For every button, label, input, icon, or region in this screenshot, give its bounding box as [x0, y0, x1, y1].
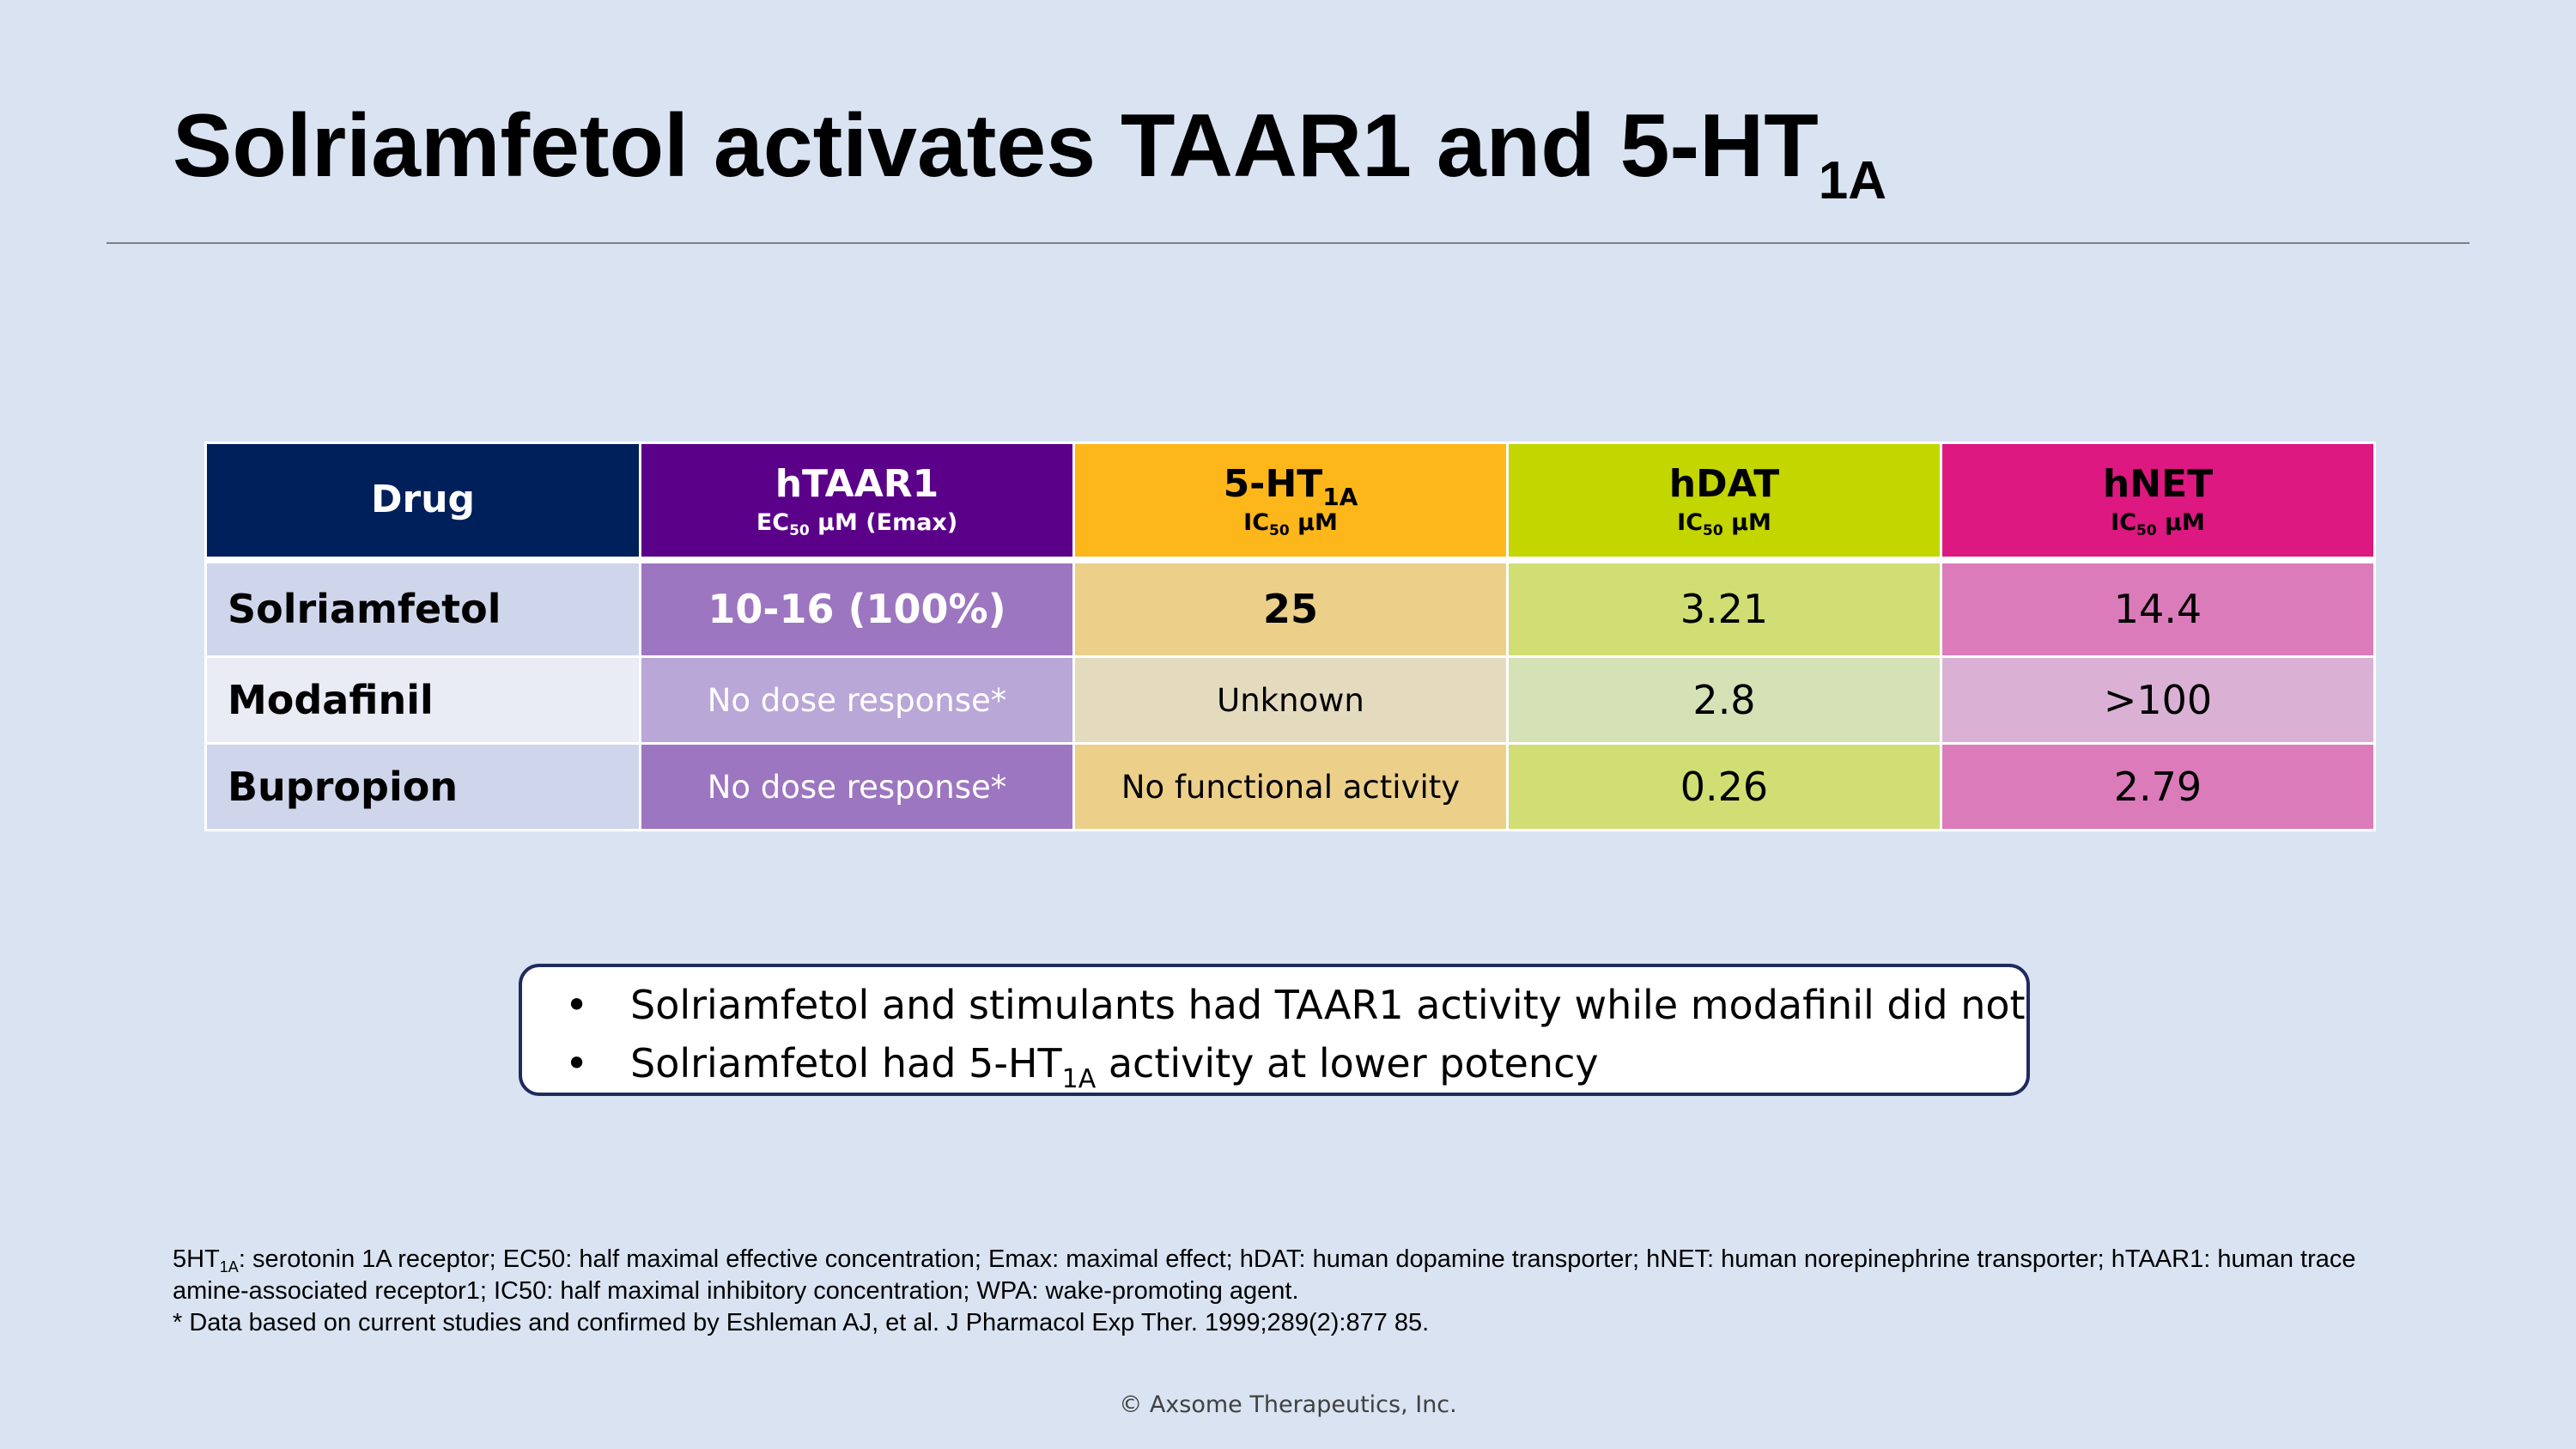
footnote-prefix: 5HT [173, 1245, 220, 1273]
cell-5ht1a: Unknown [1072, 655, 1509, 745]
unit-suffix: µM [2156, 509, 2205, 537]
column-header-unit: EC50 µM (Emax) [643, 508, 1072, 540]
slide-title-text: Solriamfetol activates TAAR1 and 5-HT [173, 96, 1819, 196]
finding-text-prefix: Solriamfetol had 5-HT [630, 1040, 1062, 1087]
unit-subscript: 50 [1703, 522, 1723, 540]
unit-subscript: 50 [2136, 522, 2157, 540]
cell-hnet: >100 [1940, 655, 2376, 745]
column-header-title: hDAT [1668, 462, 1780, 507]
cell-drug: Solriamfetol [204, 558, 641, 658]
column-header-hnet: hNET IC50 µM [1940, 441, 2376, 563]
cell-hdat: 0.26 [1506, 742, 1942, 831]
unit-prefix: IC [1677, 509, 1704, 537]
column-header-title: 5-HT1A [1077, 461, 1505, 512]
bullet-icon: • [565, 1040, 589, 1087]
key-findings-callout: • Solriamfetol and stimulants had TAAR1 … [519, 964, 2030, 1096]
cell-hnet: 14.4 [1940, 558, 2376, 658]
cell-htaar1: 10-16 (100%) [639, 558, 1075, 658]
unit-subscript: 50 [1269, 522, 1290, 540]
cell-drug: Modafinil [204, 655, 641, 745]
bullet-icon: • [565, 982, 589, 1028]
list-item: • Solriamfetol and stimulants had TAAR1 … [565, 976, 2026, 1034]
column-header-unit: IC50 µM [1077, 508, 1505, 540]
column-header-name-subscript: 1A [1322, 483, 1358, 512]
column-header-unit: IC50 µM [1510, 508, 1939, 540]
finding-text-suffix: activity at lower potency [1096, 1040, 1599, 1087]
key-findings-list: • Solriamfetol and stimulants had TAAR1 … [522, 967, 2026, 1093]
finding-text: Solriamfetol had 5-HT1A activity at lowe… [630, 1040, 1599, 1093]
finding-text: Solriamfetol and stimulants had TAAR1 ac… [630, 982, 2026, 1028]
cell-5ht1a: No functional activity [1072, 742, 1509, 831]
unit-suffix: µM [1289, 509, 1338, 537]
unit-suffix: µM [1722, 509, 1771, 537]
list-item: • Solriamfetol had 5-HT1A activity at lo… [565, 1034, 2026, 1093]
column-header-drug: Drug [204, 441, 641, 563]
column-header-unit: IC50 µM [1944, 508, 2372, 540]
table-row-modafinil: Modafinil No dose response* Unknown 2.8 … [204, 655, 2376, 745]
slide-title-subscript: 1A [1818, 151, 1887, 210]
footnotes: 5HT1A: serotonin 1A receptor; EC50: half… [173, 1244, 2388, 1339]
column-header-name: 5-HT [1223, 462, 1323, 507]
cell-hnet: 2.79 [1940, 742, 2376, 831]
table-header-row: Drug hTAAR1 EC50 µM (Emax) 5-HT1A IC50 µ… [204, 441, 2376, 563]
cell-hdat: 3.21 [1506, 558, 1942, 658]
receptor-activity-table: Drug hTAAR1 EC50 µM (Emax) 5-HT1A IC50 µ… [204, 441, 2376, 831]
slide-title: Solriamfetol activates TAAR1 and 5-HT1A [173, 90, 1886, 208]
cell-hdat: 2.8 [1506, 655, 1942, 745]
title-divider [106, 242, 2470, 244]
finding-text-subscript: 1A [1061, 1064, 1097, 1094]
unit-subscript: 50 [789, 522, 810, 540]
unit-suffix: µM (Emax) [809, 509, 958, 537]
unit-prefix: IC [2111, 509, 2137, 537]
table-row-solriamfetol: Solriamfetol 10-16 (100%) 25 3.21 14.4 [204, 558, 2376, 658]
data-source-footnote: * Data based on current studies and conf… [173, 1309, 1430, 1336]
column-header-title: hTAAR1 [775, 462, 939, 507]
cell-drug: Bupropion [204, 742, 641, 831]
unit-prefix: IC [1243, 509, 1270, 537]
cell-htaar1: No dose response* [639, 655, 1075, 745]
abbreviations-footnote: 5HT1A: serotonin 1A receptor; EC50: half… [173, 1244, 2388, 1307]
table-row-bupropion: Bupropion No dose response* No functiona… [204, 742, 2376, 831]
cell-5ht1a: 25 [1072, 558, 1509, 658]
footnote-subscript: 1A [219, 1258, 239, 1275]
unit-prefix: EC [756, 509, 790, 537]
cell-htaar1: No dose response* [639, 742, 1075, 831]
column-header-htaar1: hTAAR1 EC50 µM (Emax) [639, 441, 1075, 563]
column-header-hdat: hDAT IC50 µM [1506, 441, 1942, 563]
column-header-5ht1a: 5-HT1A IC50 µM [1072, 441, 1509, 563]
column-header-title: hNET [2102, 462, 2214, 507]
footnote-text: : serotonin 1A receptor; EC50: half maxi… [173, 1245, 2356, 1305]
column-header-title: Drug [370, 478, 476, 522]
copyright-notice: © Axsome Therapeutics, Inc. [1119, 1391, 1457, 1418]
